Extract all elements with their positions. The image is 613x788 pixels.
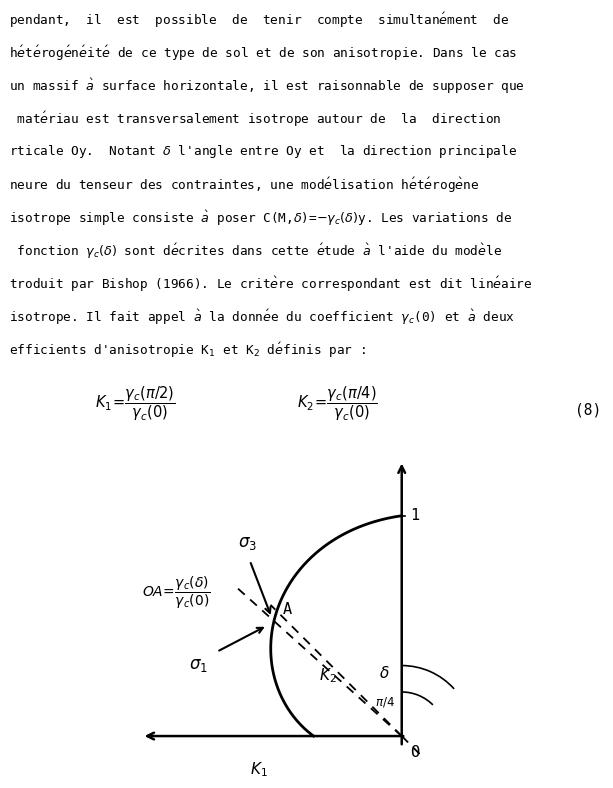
Text: $K_1\!=\!\dfrac{\gamma_c(\pi/2)}{\gamma_c(0)}$: $K_1\!=\!\dfrac{\gamma_c(\pi/2)}{\gamma_… xyxy=(94,385,175,423)
Text: $OA\!=\!\dfrac{\gamma_c(\delta)}{\gamma_c(0)}$: $OA\!=\!\dfrac{\gamma_c(\delta)}{\gamma_… xyxy=(142,574,210,611)
Text: efficients d'anisotropie K$_1$ et K$_2$ d$\acute{e}$finis par :: efficients d'anisotropie K$_1$ et K$_2$ … xyxy=(9,340,366,359)
Text: $\pi/4$: $\pi/4$ xyxy=(375,695,395,709)
Text: $\sigma_3$: $\sigma_3$ xyxy=(238,533,257,552)
Text: neure du tenseur des contraintes, une mod$\acute{e}$lisation h$\acute{e}$t$\acut: neure du tenseur des contraintes, une mo… xyxy=(9,176,479,195)
Text: fonction $\gamma_c(\delta)$ sont d$\acute{e}$crites dans cette $\acute{e}$tude $: fonction $\gamma_c(\delta)$ sont d$\acut… xyxy=(9,242,502,261)
Text: h$\acute{e}$t$\acute{e}$rog$\acute{e}$n$\acute{e}$it$\acute{e}$ de ce type de so: h$\acute{e}$t$\acute{e}$rog$\acute{e}$n$… xyxy=(9,44,517,63)
Text: $\delta$: $\delta$ xyxy=(379,664,390,681)
Text: $K_1$: $K_1$ xyxy=(249,760,267,779)
Text: pendant,  il  est  possible  de  tenir  compte  simultan$\acute{e}$ment  de: pendant, il est possible de tenir compte… xyxy=(9,11,509,31)
Text: $K_2\!=\!\dfrac{\gamma_c(\pi/4)}{\gamma_c(0)}$: $K_2\!=\!\dfrac{\gamma_c(\pi/4)}{\gamma_… xyxy=(297,385,378,423)
Text: O: O xyxy=(411,745,420,760)
Text: $K_2$: $K_2$ xyxy=(319,667,337,685)
Text: A: A xyxy=(283,601,292,617)
Text: mat$\acute{e}$riau est transversalement isotrope autour de  la  direction: mat$\acute{e}$riau est transversalement … xyxy=(9,110,501,129)
Text: $\sigma_1$: $\sigma_1$ xyxy=(189,656,208,675)
Text: 1: 1 xyxy=(411,508,420,523)
Text: troduit par Bishop (1966). Le crit$\grave{e}$re correspondant est dit lin$\acute: troduit par Bishop (1966). Le crit$\grav… xyxy=(9,274,533,294)
Text: un massif $\grave{a}$ surface horizontale, il est raisonnable de supposer que: un massif $\grave{a}$ surface horizontal… xyxy=(9,77,525,96)
Text: isotrope. Il fait appel $\grave{a}$ la donn$\acute{e}$e du coefficient $\gamma_c: isotrope. Il fait appel $\grave{a}$ la d… xyxy=(9,307,516,326)
Text: (8): (8) xyxy=(576,402,601,418)
Text: isotrope simple consiste $\grave{a}$ poser C(M,$\delta$)=$-\gamma_c(\delta)$y. L: isotrope simple consiste $\grave{a}$ pos… xyxy=(9,209,512,228)
Text: rticale Oy.  Notant $\delta$ l'angle entre Oy et  la direction principale: rticale Oy. Notant $\delta$ l'angle entr… xyxy=(9,143,517,160)
